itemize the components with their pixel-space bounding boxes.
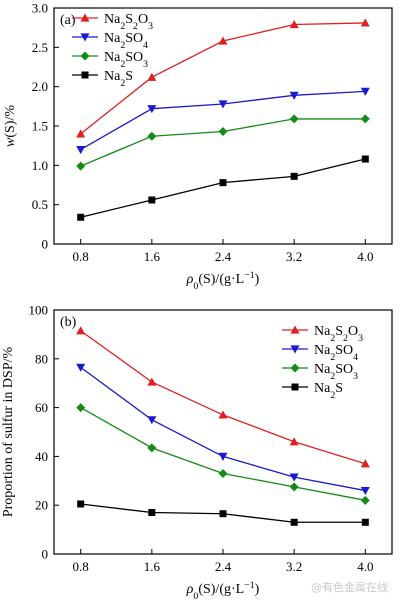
y-tick-label: 2.0 [32,79,48,94]
data-point-na2so3 [147,131,157,141]
x-tick-label: 3.2 [286,249,302,264]
legend-marker [290,325,300,334]
data-point-na2so3 [360,114,370,124]
legend-label: Na2S [314,381,343,401]
panel-label: (b) [60,315,77,330]
chart-panel-b: 0.8 1.6 2.4 3.2 4.0 0 20 40 60 80 100 (b) ρ0(S)/(g·L… [1,303,393,600]
chart-panel-a: 0.8 1.6 2.4 3.2 4.0 0 0.5 1.0 1.5 2.0 2.5 3.0 (a) ρ0(… [3,1,393,292]
x-axis-label: ρ0(S)/(g·L−1) [186,580,260,600]
data-point-na2s [148,509,156,517]
x-tick-label: 2.4 [215,249,232,264]
data-point-na2s [148,196,156,204]
legend-label: Na2S [104,69,133,89]
data-point-na2so4 [76,146,86,155]
data-point-na2s [361,518,369,526]
y-tick-label: 1.0 [32,158,48,173]
data-point-na2so4 [147,105,157,114]
data-point-na2s2o3 [360,18,370,27]
data-point-na2s2o3 [289,437,299,446]
x-tick-label: 4.0 [357,249,373,264]
legend-marker [290,345,300,354]
y-tick-label: 20 [35,498,48,513]
data-point-na2so4 [147,416,157,425]
data-point-na2s [290,518,298,526]
legend-label: Na2SO4 [104,31,148,51]
y-tick-label: 0 [42,547,49,562]
legend-label: Na2S2O3 [314,324,363,344]
data-point-na2so4 [360,486,370,496]
data-point-na2s2o3 [147,377,157,386]
y-tick-label: 40 [35,449,48,464]
series-line-na2s [80,158,366,218]
data-point-na2s2o3 [289,20,299,29]
legend-marker [80,13,90,22]
y-tick-label: 0 [42,237,49,252]
data-point-na2so3 [76,161,86,171]
x-tick-label: 1.6 [144,559,161,574]
y-tick-label: 100 [29,303,49,318]
data-point-na2so3 [218,468,228,478]
x-tick-label: 2.4 [215,559,232,574]
x-tick-label: 3.2 [286,559,302,574]
data-point-na2s2o3 [218,36,228,45]
x-axis-label: ρ0(S)/(g·L−1) [186,270,260,292]
watermark: @有色金属在线 [311,581,388,594]
x-tick-label: 1.6 [144,249,161,264]
y-tick-label: 2.5 [32,40,48,55]
data-point-na2so3 [76,403,86,413]
data-point-na2s [290,172,298,180]
data-point-na2s [77,500,85,508]
legend-marker [291,383,299,391]
x-tick-label: 4.0 [357,559,373,574]
data-point-na2s [361,155,369,163]
legend-marker [81,71,89,79]
legend-label: Na2SO3 [314,362,358,382]
data-point-na2s2o3 [360,459,370,468]
data-point-na2so4 [218,452,228,461]
legend-label: Na2SO4 [314,343,358,363]
y-axis-label: Proportion of sulfur in DSP/% [1,346,16,517]
data-point-na2s2o3 [76,129,86,138]
data-point-na2so4 [289,91,299,100]
data-point-na2so3 [289,114,299,124]
y-tick-label: 80 [35,351,48,366]
data-point-na2s2o3 [147,72,157,81]
y-tick-label: 0.5 [32,197,48,212]
legend-label: Na2SO3 [104,50,148,70]
data-point-na2so4 [218,100,228,109]
legend-label: Na2S2O3 [104,12,153,32]
y-axis-label: w(S)/% [3,105,18,147]
data-point-na2s2o3 [76,326,86,335]
legend-marker [290,363,300,373]
data-point-na2so3 [289,482,299,492]
data-point-na2so3 [360,495,370,505]
x-tick-label: 0.8 [73,559,89,574]
data-point-na2s2o3 [218,410,228,419]
data-point-na2s [219,179,227,187]
data-point-na2so4 [289,473,299,482]
data-point-na2so4 [360,87,370,96]
x-tick-label: 0.8 [73,249,89,264]
data-point-na2so3 [218,127,228,137]
data-point-na2so4 [76,363,86,372]
series-line-na2so3 [80,118,366,167]
data-point-na2s [219,510,227,518]
data-point-na2s [77,213,85,221]
y-tick-label: 60 [35,400,48,415]
y-tick-label: 1.5 [32,119,48,134]
legend-marker [80,51,90,61]
y-tick-label: 3.0 [32,1,48,16]
panel-label: (a) [60,13,76,28]
data-point-na2so3 [147,443,157,453]
legend-marker [80,33,90,42]
